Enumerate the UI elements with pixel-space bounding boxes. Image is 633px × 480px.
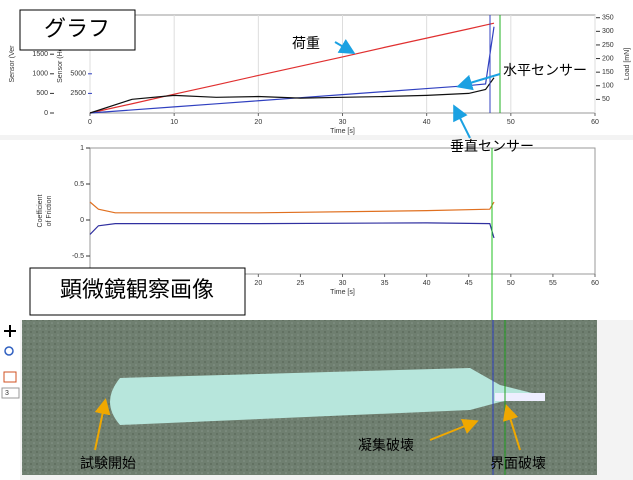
toolbar — [0, 320, 20, 480]
x-tick-label: 60 — [591, 119, 599, 126]
load-label: 荷重 — [292, 36, 320, 52]
x-tick-label: 20 — [254, 119, 262, 126]
x-tick-label: 30 — [339, 280, 347, 287]
x-tick-label: 20 — [254, 280, 262, 287]
x-tick-label: 50 — [507, 119, 515, 126]
y-tick-label: 150 — [602, 69, 614, 76]
y-axis-title: Sensor (Ver — [9, 45, 16, 83]
vertical-label: 垂直センサー — [450, 138, 534, 155]
y-tick-label: -0.5 — [72, 253, 84, 260]
x-tick-label: 55 — [549, 280, 557, 287]
x-tick-label: 50 — [507, 280, 515, 287]
exposed-substrate — [495, 393, 545, 401]
cohesive-label: 凝集破壊 — [358, 437, 414, 454]
x-tick-label: 35 — [381, 280, 389, 287]
y-tick-label: 250 — [602, 42, 614, 49]
x-axis-title: Time [s] — [330, 289, 355, 296]
screen: 0102030405060Time [s]050010001500Sensor … — [0, 0, 633, 480]
horizontal-label: 水平センサー — [503, 63, 587, 79]
y-tick-label: 300 — [602, 28, 614, 35]
y-tick-label: 500 — [36, 90, 48, 97]
x-tick-label: 60 — [591, 280, 599, 287]
y-axis-title: Coefficient — [37, 194, 44, 227]
y-tick-label: 1500 — [32, 51, 48, 58]
x-tick-label: 40 — [423, 119, 431, 126]
y-tick-label: 2500 — [70, 90, 86, 97]
y-tick-label: 1 — [80, 145, 84, 152]
y-axis-title: of Friction — [46, 196, 53, 227]
microscope-label: 顕微鏡観察画像 — [60, 277, 214, 302]
y-tick-label: 200 — [602, 55, 614, 62]
x-tick-label: 45 — [465, 280, 473, 287]
y-tick-label: 0.5 — [74, 181, 84, 188]
y-axis-title: Load [mN] — [624, 48, 631, 80]
x-tick-label: 10 — [170, 119, 178, 126]
x-axis-title: Time [s] — [330, 128, 355, 135]
y-tick-label: 350 — [602, 15, 614, 22]
x-tick-label: 0 — [88, 119, 92, 126]
graph-label: グラフ — [44, 16, 110, 41]
page: 0102030405060Time [s]050010001500Sensor … — [0, 0, 633, 480]
interface-label: 界面破壊 — [490, 456, 546, 472]
y-tick-label: 5000 — [70, 71, 86, 78]
y-tick-label: 100 — [602, 83, 614, 90]
x-tick-label: 40 — [423, 280, 431, 287]
y-tick-label: 1000 — [32, 71, 48, 78]
zoom-value: 3 — [5, 390, 9, 397]
y-tick-label: 0 — [80, 217, 84, 224]
start-label: 試験開始 — [80, 456, 136, 472]
y-tick-label: 0 — [44, 110, 48, 117]
x-tick-label: 30 — [339, 119, 347, 126]
x-tick-label: 25 — [297, 280, 305, 287]
y-tick-label: 50 — [602, 96, 610, 103]
